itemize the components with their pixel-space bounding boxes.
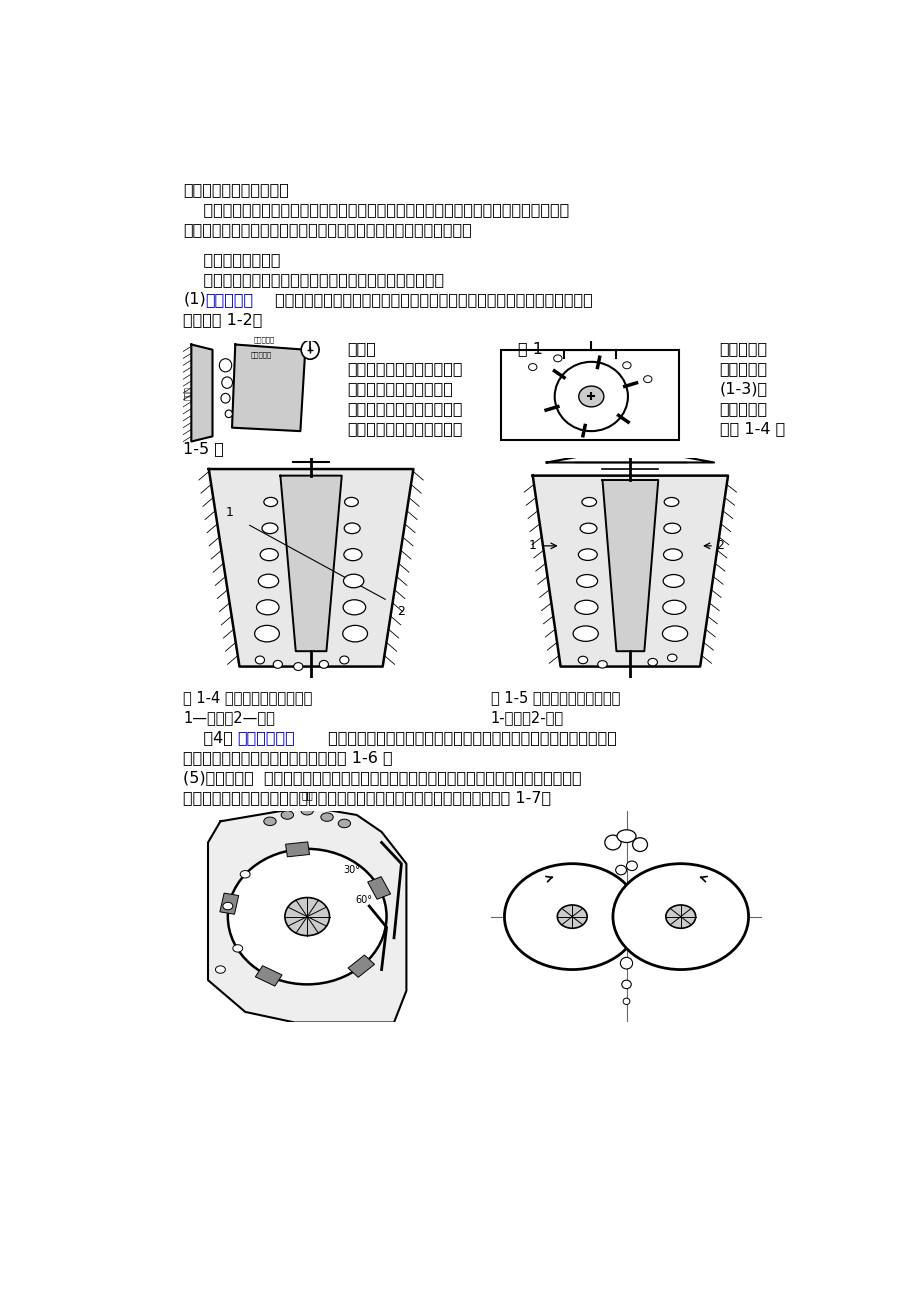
Text: 的摩擦力作用下，被扯进转辊之间，受到辊子的挤压而破碎。其工作原理见图 1-7。: 的摩擦力作用下，被扯进转辊之间，受到辊子的挤压而破碎。其工作原理见图 1-7。 xyxy=(183,790,550,805)
Text: (5)辊式破碎机  物料落在两个相互平行而旋向相反的辊子间（相向转动），物料在辊子表面: (5)辊式破碎机 物料落在两个相互平行而旋向相反的辊子间（相向转动），物料在辊子… xyxy=(183,769,581,785)
Text: 反击式破碎机: 反击式破碎机 xyxy=(237,730,295,745)
Text: (1-3)。: (1-3)。 xyxy=(719,381,766,396)
Text: 图 1-4 圆锥破碎机破碎示意图: 图 1-4 圆锥破碎机破碎示意图 xyxy=(183,690,312,706)
Text: 1-定锥；2-动锥: 1-定锥；2-动锥 xyxy=(491,710,563,725)
Text: 原理见图 1-2。: 原理见图 1-2。 xyxy=(183,311,262,327)
Text: 见图 1-4 图: 见图 1-4 图 xyxy=(719,421,784,436)
Text: 高速回转的锤头的冲击和物: 高速回转的锤头的冲击和物 xyxy=(347,361,462,376)
Text: 按构造与工作原理的不同，常用的破碎机械有如下类型。: 按构造与工作原理的不同，常用的破碎机械有如下类型。 xyxy=(183,272,444,286)
Text: 示意图: 示意图 xyxy=(347,341,376,355)
Text: 转，使处在: 转，使处在 xyxy=(719,401,766,417)
Text: 料本身以高: 料本身以高 xyxy=(719,361,766,376)
Text: 除以上五种基本的机械力破碎方式外，还有一些非机械力作用的破碎法：如爆破破碎、: 除以上五种基本的机械力破碎方式外，还有一些非机械力作用的破碎法：如爆破破碎、 xyxy=(183,202,569,217)
Text: 之间相互冲撞而粉碎。其破碎原理见图 1-6 。: 之间相互冲撞而粉碎。其破碎原理见图 1-6 。 xyxy=(183,750,392,764)
Text: 二、破碎机的分类: 二、破碎机的分类 xyxy=(183,251,280,267)
Text: 1-5 。: 1-5 。 xyxy=(183,441,224,456)
Text: 图 1-5 旋回破碎机破碎示意图: 图 1-5 旋回破碎机破碎示意图 xyxy=(491,690,619,706)
Text: (1): (1) xyxy=(183,292,206,307)
Text: 和挤压而破碎。其工作原理: 和挤压而破碎。其工作原理 xyxy=(347,421,462,436)
Text: 强烈冲击而使物料破碎。: 强烈冲击而使物料破碎。 xyxy=(183,182,289,198)
Text: 料粉碎。其工作原理见图: 料粉碎。其工作原理见图 xyxy=(347,381,453,396)
Text: 颚式破碎机: 颚式破碎机 xyxy=(205,292,253,307)
Text: （4）: （4） xyxy=(183,730,233,745)
Text: 物料受高速运动的板锤的打击，使物料向反击板高速撞击，以及物料: 物料受高速运动的板锤的打击，使物料向反击板高速撞击，以及物料 xyxy=(323,730,616,745)
Text: 皮碎机）靠内锥体的偏心回: 皮碎机）靠内锥体的偏心回 xyxy=(347,401,462,417)
Text: 是依靠活动颚板作周期性的往复运动，把进入两颚板间的物料压碎。其工作: 是依靠活动颚板作周期性的往复运动，把进入两颚板间的物料压碎。其工作 xyxy=(269,292,592,307)
Text: 锤式破碎机: 锤式破碎机 xyxy=(719,341,766,355)
Text: 1—定锥；2—动锥: 1—定锥；2—动锥 xyxy=(183,710,275,725)
Text: 图 1-: 图 1- xyxy=(517,341,548,355)
Text: 超声破碎、热裂破碎、调频电磁破碎、水电效应破碎、水力破碎等。: 超声破碎、热裂破碎、调频电磁破碎、水电效应破碎、水力破碎等。 xyxy=(183,223,471,237)
